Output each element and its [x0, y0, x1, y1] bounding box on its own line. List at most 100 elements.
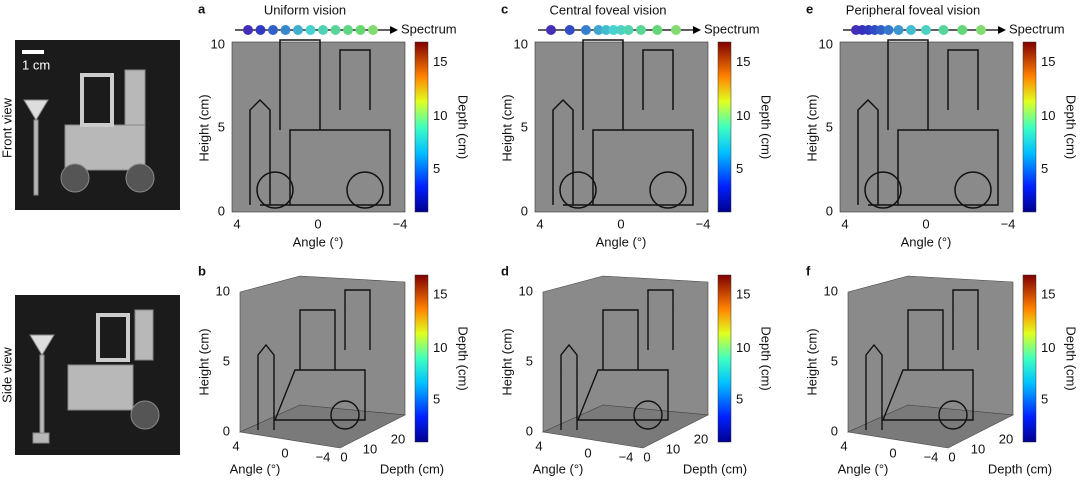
spectrum-dot: [318, 25, 328, 35]
z-tick-label: 0: [340, 449, 347, 464]
spectrum-label: Spectrum: [401, 21, 457, 36]
x-tick-label: 0: [617, 216, 624, 231]
spectrum-dot: [343, 25, 353, 35]
front-toy: [23, 69, 155, 196]
colorbar-tick-label: 10: [1041, 340, 1055, 355]
y-tick-label: 5: [223, 353, 230, 368]
scene-wheel: [256, 171, 294, 209]
side-toy: [29, 309, 160, 444]
x-tick-label: 0: [314, 216, 321, 231]
x-tick-label: 4: [232, 438, 239, 453]
colorbar-tick-label: 15: [1041, 286, 1055, 301]
scene-wheel: [346, 171, 384, 209]
spectrum-dot: [305, 25, 316, 35]
scene-wheel: [330, 400, 360, 430]
y-tick-label: 10: [824, 283, 838, 298]
spectrum-dot: [876, 25, 886, 35]
colorbar-tick-label: 10: [1041, 108, 1055, 123]
y-tick-label: 10: [211, 36, 225, 51]
colorbar-tick-label: 15: [1041, 54, 1055, 69]
colorbar: [717, 274, 732, 443]
x-tick-label: −4: [696, 216, 711, 231]
spectrum-dot: [636, 25, 646, 35]
spectrum-dot: [293, 25, 303, 35]
plot-area: [839, 41, 1014, 213]
colorbar-tick-label: 10: [433, 340, 447, 355]
y-tick-label: 0: [826, 203, 833, 218]
spectrum-dot: [671, 25, 681, 35]
spectrum-dot: [906, 25, 916, 35]
x-axis-label: Angle (°): [901, 234, 952, 249]
z-tick-label: 20: [391, 431, 405, 446]
panel-label: b: [198, 263, 206, 278]
spectrum-dot: [330, 25, 341, 35]
colorbar-tick-label: 10: [736, 340, 750, 355]
spectrum-dot: [921, 25, 931, 35]
colorbar-tick-label: 15: [433, 286, 447, 301]
colorbar-label: Depth (cm): [759, 326, 774, 390]
y-tick-label: 10: [514, 36, 528, 51]
y-axis-label: Height (cm): [804, 328, 819, 395]
spectrum-dot: [368, 25, 378, 35]
spectrum-dot: [976, 25, 986, 35]
z-tick-label: 0: [948, 449, 955, 464]
z-tick-label: 10: [363, 441, 377, 456]
spectrum-dot: [581, 25, 591, 35]
colorbar: [1022, 274, 1037, 443]
spectrum-label: Spectrum: [704, 21, 760, 36]
x-tick-label: −4: [316, 449, 331, 464]
scene-outline: [560, 289, 674, 430]
z-axis-label: Depth (cm): [380, 461, 444, 476]
spectrum-dot: [652, 25, 663, 35]
spectrum-dot: [608, 25, 619, 35]
y-tick-label: 10: [819, 36, 833, 51]
y-tick-label: 5: [218, 119, 225, 134]
x-tick-label: 0: [922, 216, 929, 231]
y-tick-label: 0: [526, 423, 533, 438]
panel-title: Peripheral foveal vision: [846, 2, 980, 17]
x-tick-label: −4: [1001, 216, 1016, 231]
colorbar-tick-label: 15: [736, 54, 750, 69]
spectrum-dot: [623, 25, 634, 35]
colorbar-tick-label: 15: [433, 54, 447, 69]
y-tick-label: 10: [519, 283, 533, 298]
spectrum-dot: [893, 25, 904, 35]
x-tick-label: −4: [619, 449, 634, 464]
plot-area: [231, 41, 406, 213]
spectrum-label: Spectrum: [1009, 21, 1065, 36]
z-axis-label: Depth (cm): [683, 461, 747, 476]
y-tick-label: 0: [218, 203, 225, 218]
x-tick-label: 4: [841, 216, 848, 231]
spectrum-dot: [255, 25, 266, 35]
plot-area: [534, 41, 709, 213]
colorbar-label: Depth (cm): [1064, 326, 1079, 390]
z-tick-label: 0: [643, 449, 650, 464]
colorbar-tick-label: 5: [433, 392, 440, 407]
z-tick-label: 20: [999, 431, 1013, 446]
x-tick-label: −4: [393, 216, 408, 231]
y-axis-label: Height (cm): [804, 94, 819, 161]
x-tick-label: 0: [281, 445, 288, 460]
spectrum-dot: [243, 25, 253, 35]
colorbar-tick-label: 5: [433, 161, 440, 176]
arrow-head: [693, 26, 701, 34]
y-tick-label: 5: [826, 119, 833, 134]
spectrum-dot: [546, 25, 556, 35]
scene-outline: [552, 39, 694, 206]
y-tick-label: 5: [831, 353, 838, 368]
spectrum-dot: [280, 25, 291, 35]
y-tick-label: 0: [521, 203, 528, 218]
colorbar-tick-label: 10: [433, 108, 447, 123]
arrow-head: [390, 26, 398, 34]
y-tick-label: 0: [223, 423, 230, 438]
scene-outline: [257, 289, 371, 430]
x-tick-label: 4: [535, 438, 542, 453]
colorbar: [717, 41, 732, 213]
x-axis-label: Angle (°): [230, 461, 281, 476]
scene-wheel: [559, 171, 597, 209]
colorbar-label: Depth (cm): [456, 326, 471, 390]
scene-wheel: [633, 400, 663, 430]
scale-bar: [22, 50, 44, 54]
colorbar-tick-label: 5: [736, 392, 743, 407]
